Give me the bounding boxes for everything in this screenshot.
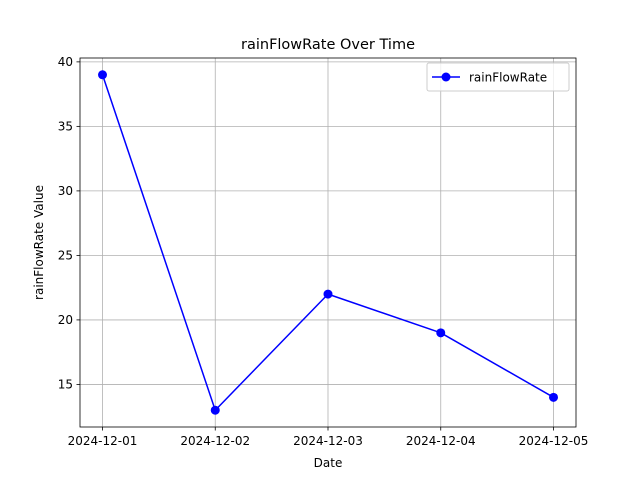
x-axis-title: Date xyxy=(314,456,343,470)
y-tick-label: 20 xyxy=(58,313,73,327)
data-point xyxy=(323,289,333,299)
y-tick-label: 35 xyxy=(58,120,73,134)
legend-marker xyxy=(441,72,451,82)
y-axis-title: rainFlowRate Value xyxy=(32,185,46,300)
x-tick-label: 2024-12-03 xyxy=(293,434,363,448)
data-point xyxy=(549,392,558,402)
x-tick-label: 2024-12-01 xyxy=(68,434,138,448)
data-point xyxy=(98,70,107,80)
tick-layer: 2024-12-01 2024-12-02 2024-12-03 2024-12-04… xyxy=(58,55,589,448)
x-tick-label: 2024-12-05 xyxy=(519,434,589,448)
legend-label: rainFlowRate xyxy=(469,70,547,84)
x-tick-label: 2024-12-02 xyxy=(180,434,250,448)
legend-box xyxy=(426,62,570,92)
x-tick-label: 2024-12-04 xyxy=(406,434,476,448)
y-tick-label: 40 xyxy=(58,55,73,69)
series-layer xyxy=(98,70,558,415)
chart-title: rainFlowRate Over Time xyxy=(241,37,415,53)
data-point xyxy=(210,405,220,415)
y-tick-label: 30 xyxy=(58,184,73,198)
data-point xyxy=(436,328,446,338)
y-tick-label: 15 xyxy=(58,378,73,392)
legend: rainFlowRate xyxy=(426,62,570,92)
y-tick-label: 25 xyxy=(58,249,73,263)
